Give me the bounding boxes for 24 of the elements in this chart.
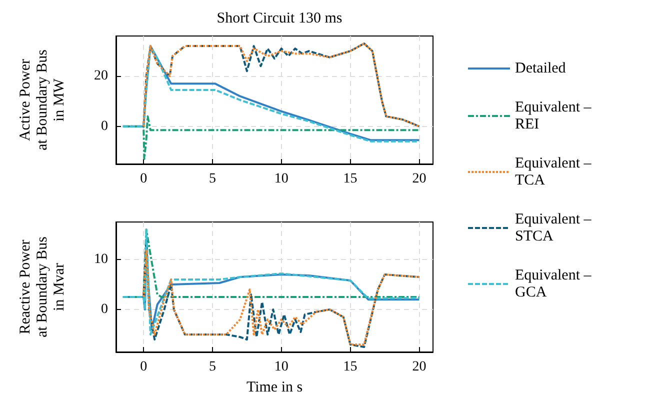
- legend-label: Equivalent – GCA: [515, 268, 595, 300]
- y-tick-label: 10: [94, 252, 108, 267]
- y-tick-label: 0: [101, 118, 108, 134]
- x-tick-label: 0: [140, 172, 148, 186]
- x-axis-title: Time in s: [246, 380, 303, 396]
- x-tick-label: 10: [274, 172, 288, 186]
- x-tick-label: 5: [208, 172, 216, 186]
- x-tick-label: 10: [274, 360, 288, 374]
- legend-label: Equivalent – STCA: [515, 212, 595, 244]
- x-tick-label: 15: [343, 360, 358, 374]
- y-tick-label: 20: [94, 68, 108, 84]
- x-tick-label: 15: [343, 172, 358, 186]
- y-tick-label: 0: [101, 302, 108, 317]
- y-axis-title: Active Power at Boundary Bus in MW: [18, 49, 68, 150]
- legend-label: Equivalent – REI: [515, 100, 595, 132]
- legend-label: Equivalent – TCA: [515, 156, 595, 188]
- line-series: [142, 42, 420, 128]
- chart-title: Short Circuit 130 ms: [216, 10, 342, 26]
- x-tick-label: 5: [208, 360, 216, 374]
- x-tick-label: 20: [412, 172, 426, 186]
- legend-label: Detailed: [515, 60, 566, 76]
- y-axis-title: Reactive Power at Boundary Bus in Mvar: [18, 236, 68, 338]
- x-tick-label: 20: [412, 360, 426, 374]
- x-tick-label: 0: [140, 360, 148, 374]
